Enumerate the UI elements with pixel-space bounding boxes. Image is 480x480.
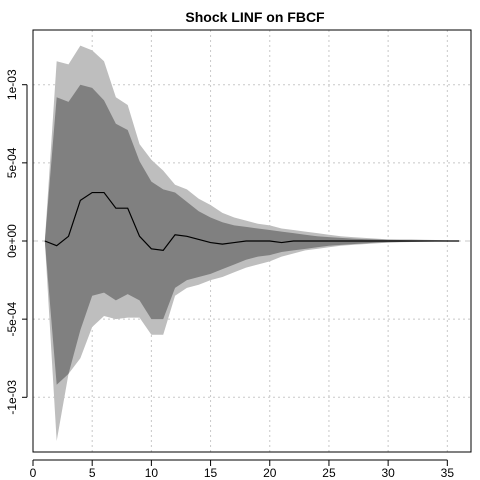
x-tick-label: 10 — [145, 466, 159, 480]
y-tick-label: 1e-03 — [5, 69, 19, 100]
plot-frame — [32, 29, 472, 453]
x-tick-label: 0 — [30, 466, 37, 480]
x-tick-label: 5 — [89, 466, 96, 480]
x-tick-label: 15 — [204, 466, 218, 480]
y-tick-label: -5e-04 — [5, 301, 19, 336]
x-tick-label: 20 — [263, 466, 277, 480]
chart-title: Shock LINF on FBCF — [185, 9, 325, 25]
y-axis: -1e-03 -5e-04 0e+00 5e-04 1e-03 — [5, 69, 28, 415]
irf-line-layer — [44, 191, 460, 252]
confidence-bands — [44, 45, 460, 442]
y-tick-label: 5e-04 — [5, 147, 19, 178]
irf-line — [44, 191, 460, 252]
x-tick-label: 30 — [381, 466, 395, 480]
inner-confidence-band — [44, 84, 460, 385]
y-tick-label: -1e-03 — [5, 380, 19, 415]
y-tick-label: 0e+00 — [5, 224, 19, 258]
x-tick-label: 25 — [322, 466, 336, 480]
x-tick-label: 35 — [441, 466, 455, 480]
x-axis: 0 5 10 15 20 25 30 35 — [30, 459, 455, 480]
